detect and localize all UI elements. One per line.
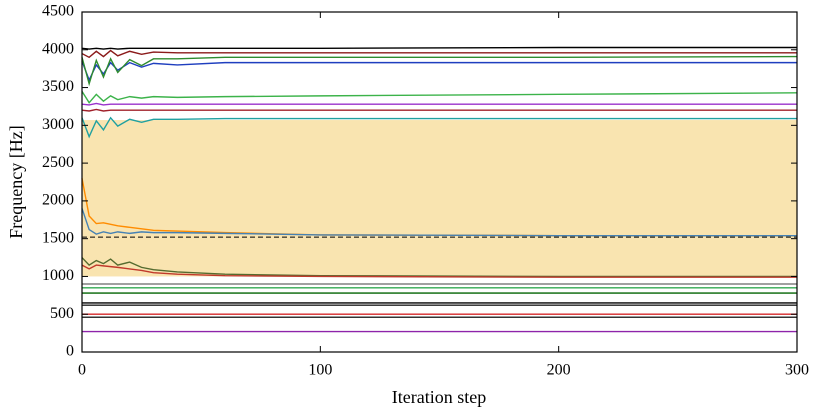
series-line [81,49,797,59]
x-tick-label: 0 [78,362,86,379]
x-tick-label: 100 [308,362,332,379]
series-line [81,264,797,278]
series-line [81,116,797,139]
y-tick-label: 4500 [42,3,74,20]
y-tick-label: 0 [66,343,74,360]
y-tick-label: 2500 [42,154,74,171]
y-tick-label: 3000 [42,116,74,133]
series-line [81,208,797,237]
series-line [81,46,797,50]
y-tick-label: 1000 [42,267,74,284]
series-line [81,108,797,112]
y-axis-label: Frequency [Hz] [6,125,26,238]
series-line [81,90,798,104]
x-tick-label: 300 [785,362,809,379]
series-line [81,60,797,82]
plot-frame [81,11,798,353]
x-tick-label: 200 [547,362,571,379]
y-tick-label: 1500 [42,229,74,246]
y-tick-label: 2000 [42,192,74,209]
shaded-band [82,120,797,277]
series-line [81,55,798,87]
x-axis-label: Iteration step [392,387,486,407]
series-line [81,257,797,278]
y-tick-label: 500 [50,305,74,322]
y-tick-label: 4000 [42,40,74,57]
series-line [81,102,797,106]
y-tick-label: 3500 [42,78,74,95]
